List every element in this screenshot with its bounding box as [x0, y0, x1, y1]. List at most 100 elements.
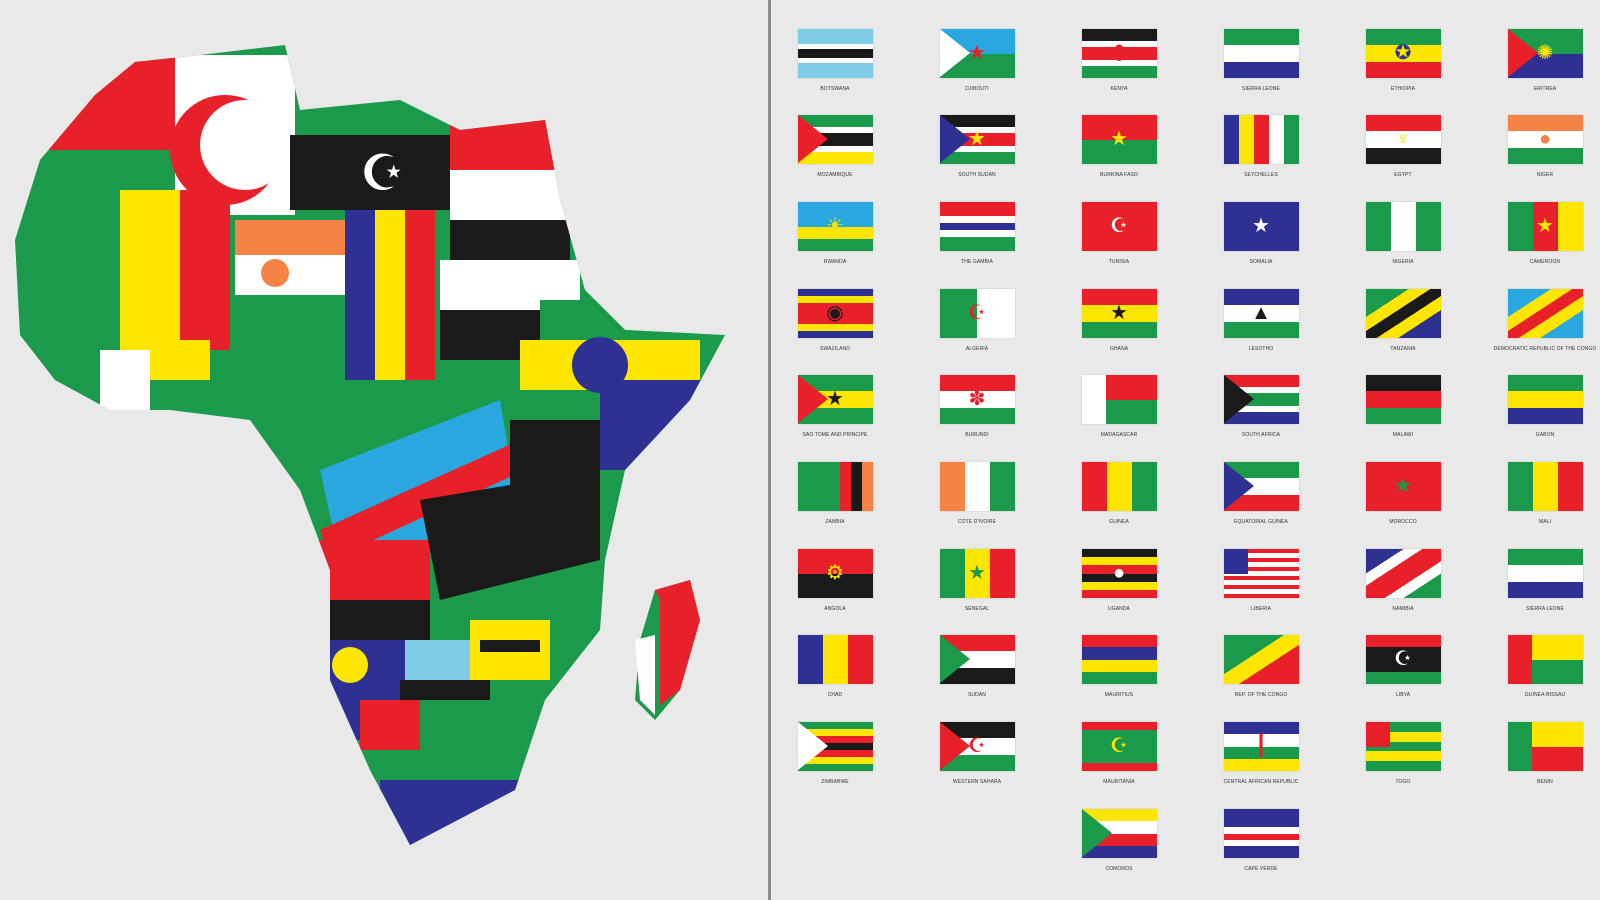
flag-icon: ☪	[939, 289, 1015, 338]
flag-icon	[1365, 202, 1441, 251]
emblem-icon: ★	[1110, 302, 1128, 324]
flag-card: ☪ Libya	[1338, 635, 1468, 698]
flag-icon	[1365, 549, 1441, 598]
emblem-icon: ★	[1536, 215, 1554, 237]
flag-icon	[797, 635, 873, 684]
flag-icon: ⚙	[797, 549, 873, 598]
flag-label: Guinea-Bissau	[1524, 692, 1566, 698]
flag-icon: ⬮	[1081, 29, 1157, 78]
flag-card: Gabon	[1480, 375, 1600, 438]
flag-card: ☪ Mauritania	[1054, 722, 1184, 785]
flag-label: Sudan	[967, 692, 986, 698]
flag-label: Nigeria	[1392, 259, 1414, 265]
emblem-icon: ★	[968, 128, 986, 150]
flag-icon	[1507, 635, 1583, 684]
emblem-icon: ●	[1538, 128, 1552, 150]
flag-icon	[939, 462, 1015, 511]
flag-card: ✺ Eritrea	[1480, 29, 1600, 92]
flag-card: ★ Sao Tome and Principe	[770, 375, 900, 438]
flag-icon	[1223, 29, 1299, 78]
emblem-icon: ☪	[968, 302, 986, 324]
flag-card: ✪ Ethiopia	[1338, 29, 1468, 92]
flag-grid: Botswana ★ Djibouti ⬮ Kenya Sierra Leone ✪ Ethi…	[780, 0, 1600, 900]
flag-card: ┃ Central African Republic	[1196, 722, 1326, 785]
crescent-icon: ☪	[360, 145, 405, 201]
flag-label: Equatorial Guinea	[1234, 519, 1288, 525]
flag-icon: ▲	[1223, 289, 1299, 338]
flag-icon: ☪	[1081, 202, 1157, 251]
flag-label: Sao Tome and Principe	[802, 432, 868, 438]
flag-card: ● Uganda	[1054, 549, 1184, 612]
flag-label: Burundi	[965, 432, 989, 438]
flag-card: ★ Ghana	[1054, 289, 1184, 352]
flag-icon	[1223, 115, 1299, 164]
flag-icon	[1223, 462, 1299, 511]
flag-icon	[797, 29, 873, 78]
flag-label: Chad	[827, 692, 843, 698]
flag-icon: ★	[1223, 202, 1299, 251]
emblem-icon: ▲	[1251, 302, 1271, 324]
flag-icon	[1081, 375, 1157, 424]
flag-card: Sierra Leone	[1480, 549, 1600, 612]
flag-label: Malawi	[1392, 432, 1414, 438]
flag-card: ♆ Egypt	[1338, 115, 1468, 178]
flag-label: Uganda	[1108, 606, 1130, 612]
emblem-icon: ★	[826, 388, 844, 410]
flag-label: Sierra Leone	[1526, 606, 1564, 612]
flag-icon	[1365, 722, 1441, 771]
flag-icon: ✪	[1365, 29, 1441, 78]
flag-label: Rwanda	[823, 259, 847, 265]
flag-card: The Gambia	[912, 202, 1042, 265]
flag-card: ⚙ Angola	[770, 549, 900, 612]
flag-label: Mauritius	[1104, 692, 1134, 698]
flag-label: Cote D'Ivoire	[957, 519, 997, 525]
emblem-icon: ★	[1394, 475, 1412, 497]
flag-label: Liberia	[1251, 606, 1271, 612]
flag-icon	[939, 635, 1015, 684]
flag-card: ⬮ Kenya	[1054, 29, 1184, 92]
flag-icon	[797, 722, 873, 771]
flag-card: Cape Verde	[1196, 809, 1326, 872]
flag-icon: ★	[939, 29, 1015, 78]
flag-label: Cape Verde	[1244, 866, 1278, 872]
emblem-icon: ★	[968, 562, 986, 584]
flag-card: Benin	[1480, 722, 1600, 785]
flag-label: Ghana	[1109, 346, 1129, 352]
flag-icon: ●	[1081, 549, 1157, 598]
flag-label: Zambia	[825, 519, 845, 525]
flag-card: ★ Morocco	[1338, 462, 1468, 525]
flag-label: Sierra Leone	[1242, 86, 1280, 92]
flag-icon	[1365, 375, 1441, 424]
emblem-icon: ☪	[1394, 648, 1412, 670]
flag-icon	[939, 202, 1015, 251]
flag-icon	[1223, 549, 1299, 598]
flag-card: Malawi	[1338, 375, 1468, 438]
flag-icon: ★	[939, 115, 1015, 164]
flag-label: Botswana	[820, 86, 850, 92]
flag-label: Comoros	[1105, 866, 1133, 872]
flag-icon	[1223, 375, 1299, 424]
flag-card: Guinea	[1054, 462, 1184, 525]
africa-flag-map: ☪	[15, 45, 725, 845]
emblem-icon: ★	[968, 42, 986, 64]
flag-card: Zimbabwe	[770, 722, 900, 785]
flag-label: Zimbabwe	[821, 779, 849, 785]
flag-icon: ★	[797, 375, 873, 424]
flag-card: Guinea-Bissau	[1480, 635, 1600, 698]
flag-card: ☪ Tunisia	[1054, 202, 1184, 265]
flag-icon	[1365, 289, 1441, 338]
emblem-icon: ✺	[1536, 42, 1554, 64]
flag-card: ★ Somalia	[1196, 202, 1326, 265]
emblem-icon: ⬮	[1112, 42, 1126, 64]
flag-card: ✽ Burundi	[912, 375, 1042, 438]
flag-card: Democratic Republic of the Congo	[1480, 289, 1600, 352]
flag-label: South Africa	[1241, 432, 1281, 438]
flag-card: ● Niger	[1480, 115, 1600, 178]
emblem-icon: ☪	[1110, 215, 1128, 237]
flag-icon: ✺	[1507, 29, 1583, 78]
flag-label: Burkina Faso	[1100, 172, 1138, 178]
flag-icon: ★	[1081, 115, 1157, 164]
flag-card: ★ Burkina Faso	[1054, 115, 1184, 178]
flag-card: Botswana	[770, 29, 900, 92]
flag-icon: ☪	[939, 722, 1015, 771]
